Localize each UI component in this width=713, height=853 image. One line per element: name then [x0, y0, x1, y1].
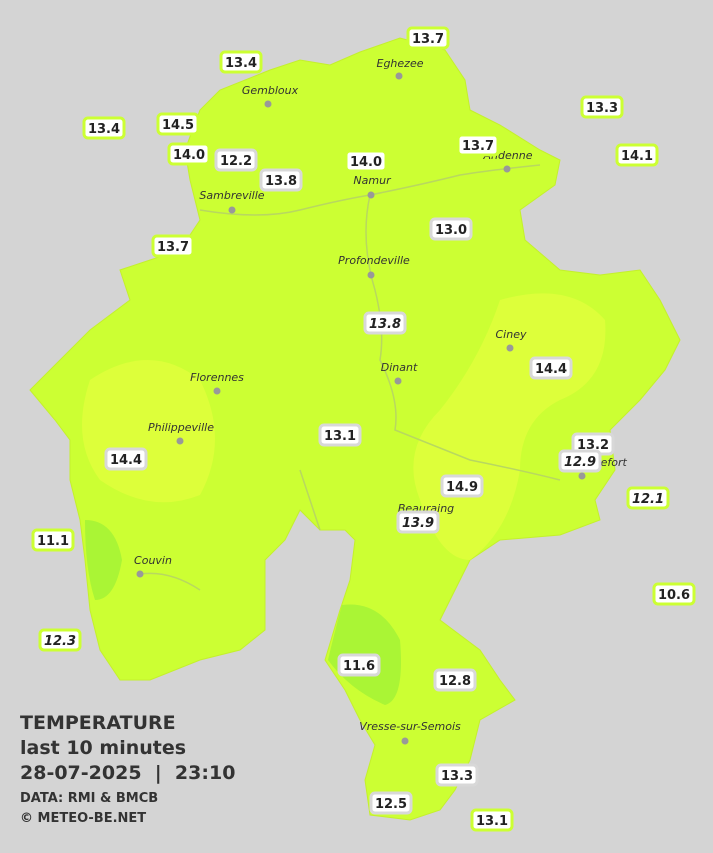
- station-value: 12.1: [632, 492, 664, 507]
- legend-datetime: 28-07-2025 | 23:10: [20, 762, 236, 784]
- station-box: [344, 149, 388, 173]
- city-label: Philippeville: [148, 421, 214, 434]
- station-value: 13.4: [88, 122, 120, 137]
- station-box: [396, 510, 440, 534]
- station-box: [406, 26, 450, 50]
- station-value: 12.8: [439, 674, 471, 689]
- city-label: Dinant: [381, 361, 418, 374]
- station-value: 13.7: [412, 32, 444, 47]
- station-box: [615, 143, 659, 167]
- city-label: Profondeville: [338, 254, 410, 267]
- legend-copyright: © METEO-BE.NET: [20, 811, 147, 826]
- city-dot: [213, 387, 221, 395]
- city-label: Namur: [353, 174, 392, 187]
- station-box: [369, 791, 413, 815]
- station-box: [429, 217, 473, 241]
- city-dot: [394, 377, 402, 385]
- station-value: 13.4: [225, 56, 257, 71]
- city-dot: [367, 271, 375, 279]
- station-box: [82, 116, 126, 140]
- station-box: [31, 528, 75, 552]
- station-value: 13.0: [435, 223, 467, 238]
- legend-title: TEMPERATURE: [20, 712, 176, 734]
- station-box: [337, 653, 381, 677]
- station-value: 13.9: [402, 516, 434, 531]
- station-value: 14.1: [621, 149, 653, 164]
- station-value: 12.2: [220, 154, 252, 169]
- city-label: Ciney: [496, 328, 527, 341]
- station-box: [580, 95, 624, 119]
- city-dot: [136, 570, 144, 578]
- station-value: 14.4: [535, 362, 567, 377]
- station-value: 11.6: [343, 659, 375, 674]
- cool-zone: [85, 520, 122, 600]
- station-box: [151, 234, 195, 258]
- station-value: 13.7: [462, 139, 494, 154]
- station-box: [456, 133, 500, 157]
- station-value: 12.5: [375, 797, 407, 812]
- station-value: 14.0: [173, 148, 205, 163]
- station-value: 10.6: [658, 588, 690, 603]
- station-box: [626, 486, 670, 510]
- legend-source: DATA: RMI & BMCB: [20, 791, 159, 806]
- station-value: 13.3: [441, 769, 473, 784]
- station-box: [219, 50, 263, 74]
- city-dot: [264, 100, 272, 108]
- station-value: 14.0: [350, 155, 382, 170]
- station-value: 14.4: [110, 453, 142, 468]
- city-dot: [578, 472, 586, 480]
- station-box: [652, 582, 696, 606]
- station-box: [363, 311, 407, 335]
- station-value: 12.9: [564, 455, 596, 470]
- station-value: 13.8: [265, 174, 297, 189]
- station-box: [38, 628, 82, 652]
- city-label: Couvin: [134, 554, 172, 567]
- city-label: Florennes: [190, 371, 244, 384]
- station-value: 14.5: [162, 118, 194, 133]
- station-box: [259, 168, 303, 192]
- legend-period: last 10 minutes: [20, 737, 187, 759]
- city-dot: [506, 344, 514, 352]
- station-value: 11.1: [37, 534, 69, 549]
- city-label: Gembloux: [242, 84, 299, 97]
- station-box: [435, 763, 479, 787]
- station-box: [318, 423, 362, 447]
- station-value: 13.1: [476, 814, 508, 829]
- station-value: 14.9: [446, 480, 478, 495]
- station-value: 13.1: [324, 429, 356, 444]
- station-value: 13.8: [369, 317, 401, 332]
- station-box: [558, 449, 602, 473]
- city-dot: [367, 191, 375, 199]
- city-label: Eghezee: [377, 57, 424, 70]
- city-label: Vresse-sur-Semois: [359, 720, 461, 733]
- city-dot: [503, 165, 511, 173]
- station-box: [167, 142, 211, 166]
- station-value: 13.3: [586, 101, 618, 116]
- station-box: [156, 112, 200, 136]
- station-box: [214, 148, 258, 172]
- city-label: Sambreville: [199, 189, 264, 202]
- station-value: 13.2: [577, 438, 609, 453]
- station-box: [433, 668, 477, 692]
- station-box: [104, 447, 148, 471]
- station-value: 12.3: [44, 634, 76, 649]
- city-dot: [401, 737, 409, 745]
- station-box: [529, 356, 573, 380]
- station-box: [440, 474, 484, 498]
- city-dot: [176, 437, 184, 445]
- city-dot: [395, 72, 403, 80]
- station-value: 13.7: [157, 240, 189, 255]
- city-dot: [228, 206, 236, 214]
- station-box: [470, 808, 514, 832]
